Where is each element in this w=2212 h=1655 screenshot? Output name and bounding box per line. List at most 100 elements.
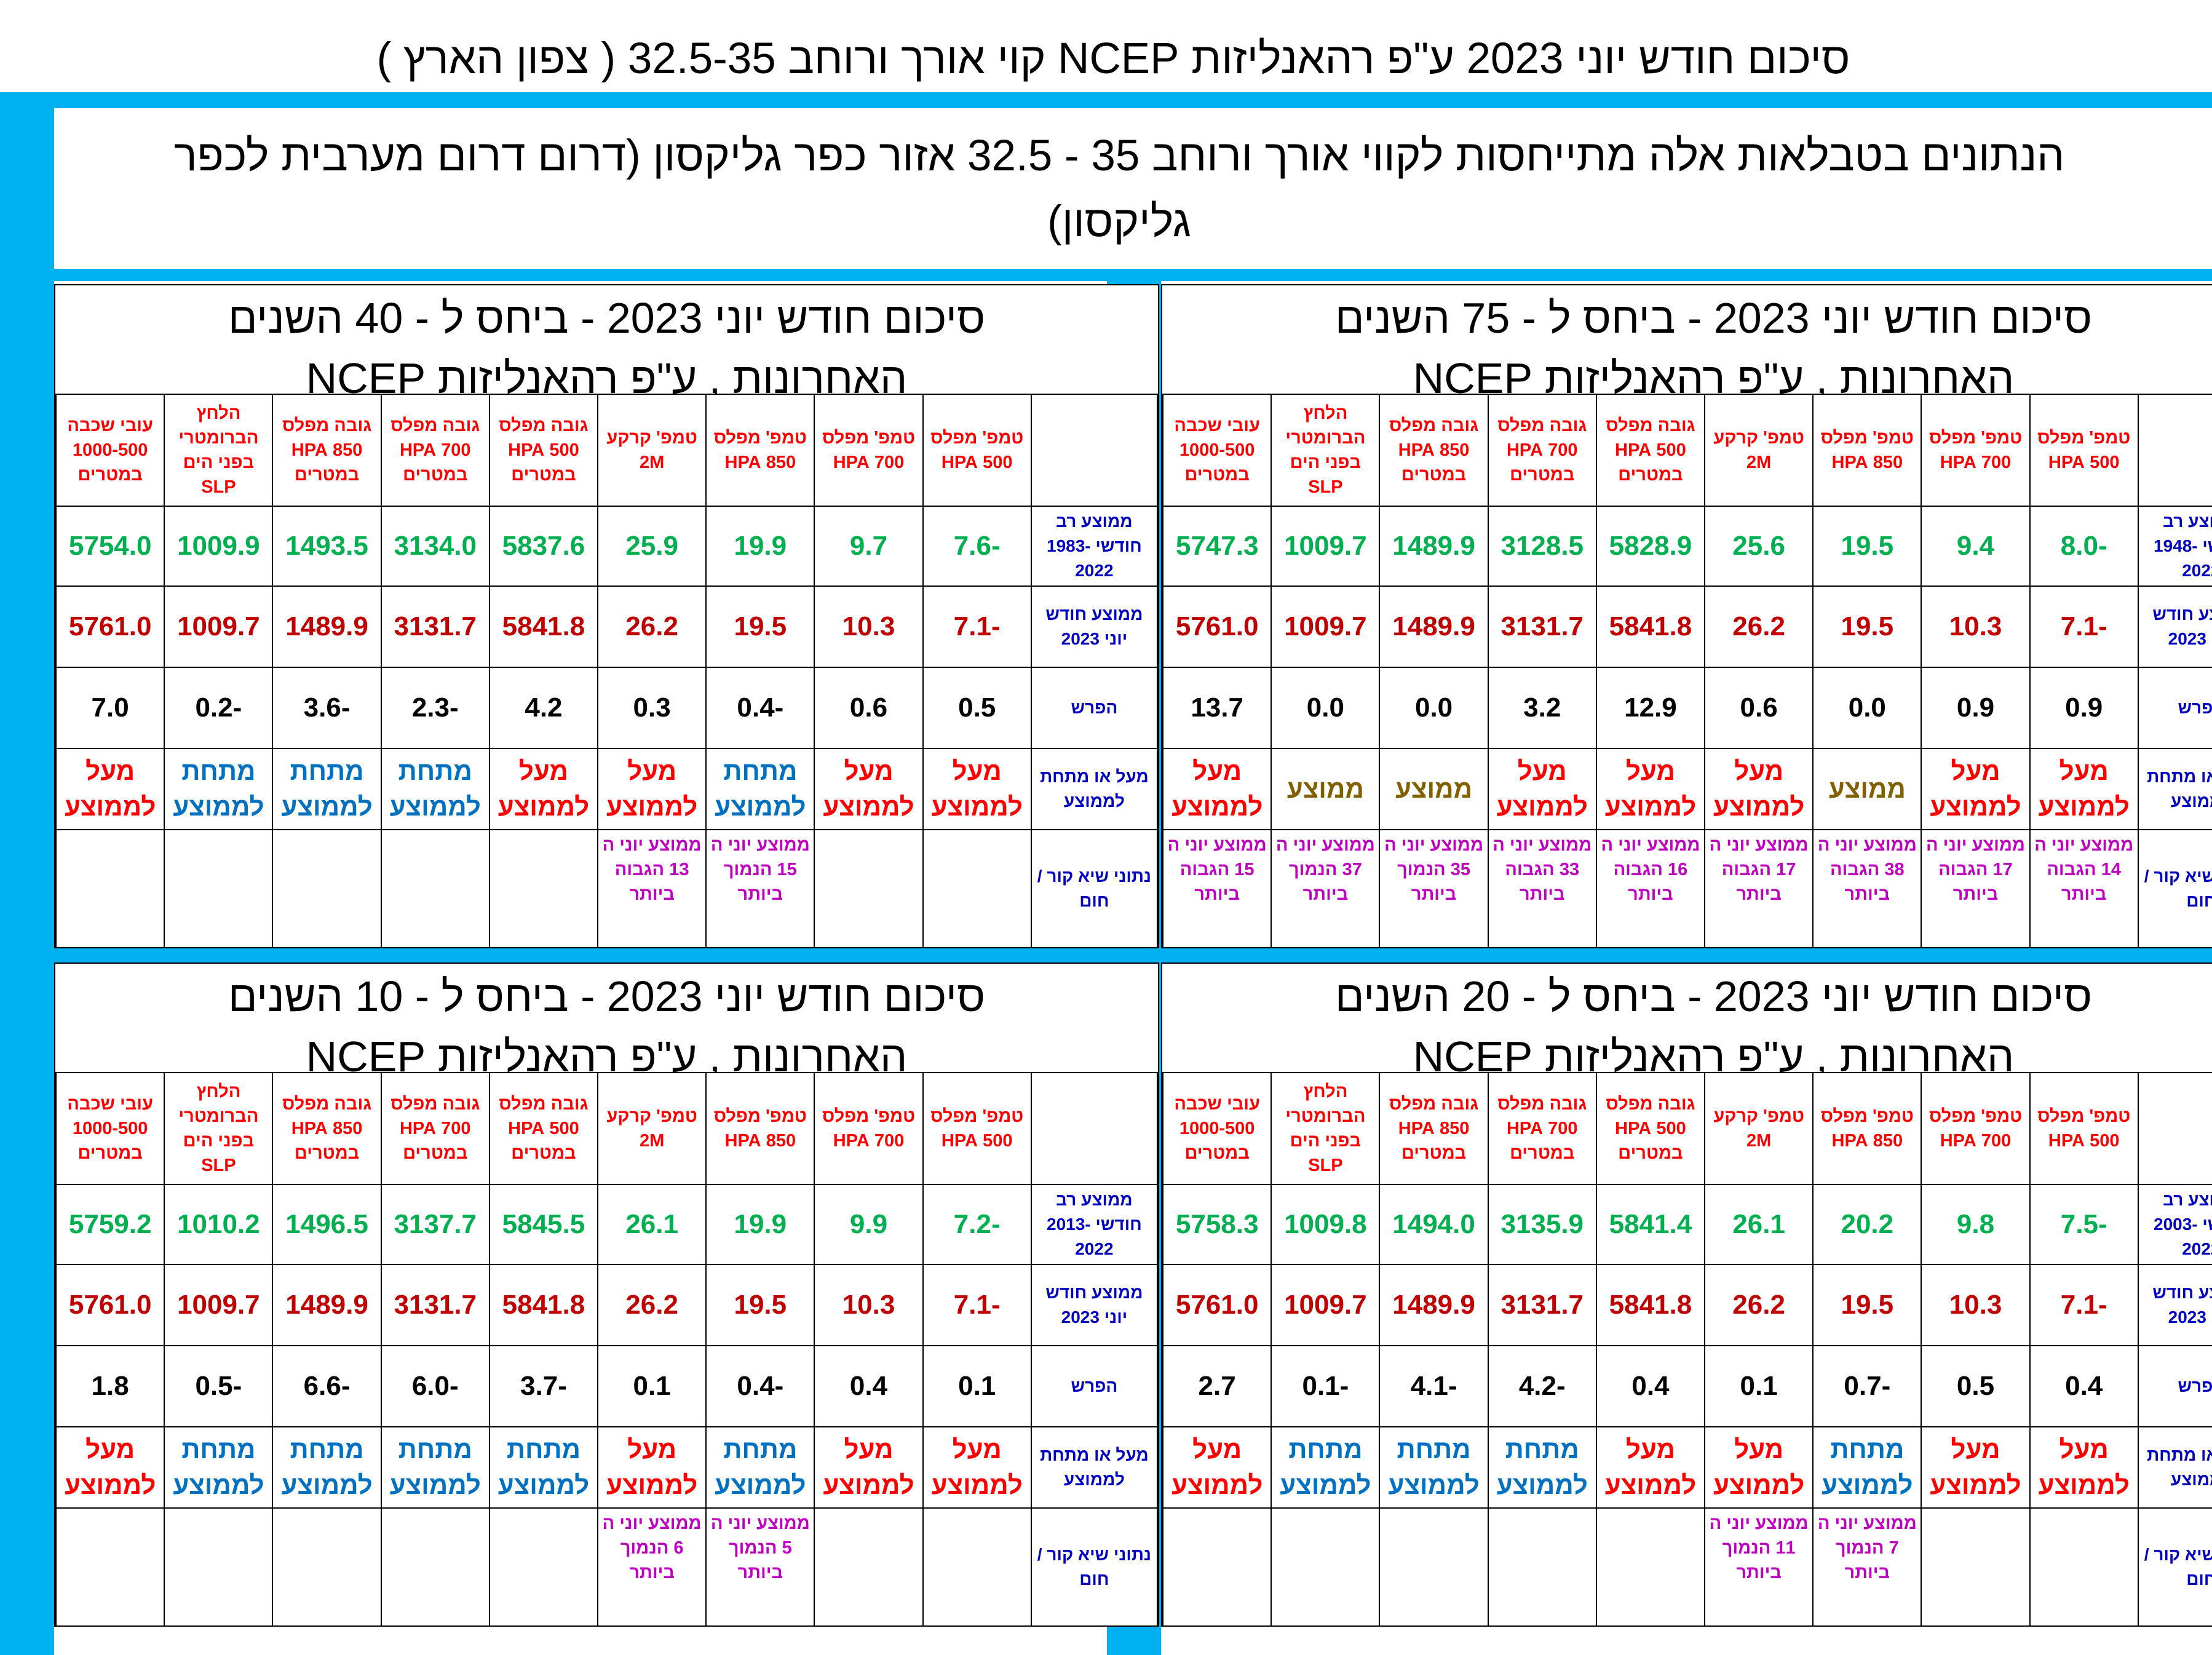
record-note <box>922 829 1032 948</box>
current-value: 26.2 <box>1704 1264 1814 1346</box>
diff-value: 0.0 <box>1812 667 1922 749</box>
panel-title: סיכום חודש יוני 2023 - ביחס ל - 75 השנים… <box>1162 285 2212 394</box>
current-value: 26.2 <box>597 1264 707 1346</box>
column-header: טמפ' קרקע 2M <box>597 1072 707 1185</box>
record-note: ממוצע יוני ה 15 הנמוך ביותר <box>705 829 815 948</box>
compare-status: מעל לממוצע <box>814 748 924 830</box>
column-header: גובה מפלס 700 HPA במטרים <box>1487 394 1597 507</box>
long-term-value: 1496.5 <box>272 1184 382 1265</box>
diff-value: 0.4 <box>814 1345 924 1427</box>
column-header: טמפ' קרקע 2M <box>597 394 707 507</box>
column-header: גובה מפלס 500 HPA במטרים <box>488 394 599 507</box>
record-note <box>1595 1507 1706 1627</box>
compare-status: ממוצע <box>1812 748 1922 830</box>
row-label-diff: הפרש <box>1030 667 1159 749</box>
compare-status: מעל לממוצע <box>2029 1426 2139 1509</box>
current-value: 1489.9 <box>272 1264 382 1346</box>
record-note: ממוצע יוני ה 33 הגבוה ביותר <box>1487 829 1597 948</box>
summary-table: טמפ' מפלס 500 HPA טמפ' מפלס 700 HPA טמפ' מ… <box>55 394 1159 948</box>
diff-value: 0.4 <box>2029 1345 2139 1427</box>
long-term-value: 9.9 <box>814 1184 924 1265</box>
diff-value: 0.9 <box>2029 667 2139 749</box>
record-note <box>1162 1507 1272 1627</box>
panel-10-years: סיכום חודש יוני 2023 - ביחס ל - 10 השנים… <box>54 962 1159 1627</box>
compare-status: מעל לממוצע <box>1162 748 1272 830</box>
column-header: הלחץ הברומטרי בפני הים SLP <box>164 394 274 507</box>
record-note <box>2029 1507 2139 1627</box>
corner-cell <box>1030 394 1159 507</box>
diff-value: -2.3 <box>380 667 490 749</box>
current-value: 10.3 <box>1921 1264 2031 1346</box>
current-value: 5761.0 <box>1162 585 1272 668</box>
current-value: 1489.9 <box>1379 1264 1489 1346</box>
current-value: 5841.8 <box>1595 585 1706 668</box>
diff-value: -4.2 <box>1487 1345 1597 1427</box>
long-term-value: 5845.5 <box>488 1184 599 1265</box>
compare-status: ממוצע <box>1271 748 1381 830</box>
column-header: טמפ' מפלס 700 HPA <box>814 1072 924 1185</box>
record-note <box>1379 1507 1489 1627</box>
long-term-value: 3137.7 <box>380 1184 490 1265</box>
note-box <box>57 111 2212 269</box>
record-note <box>1487 1507 1597 1627</box>
current-value: 1009.7 <box>164 585 274 668</box>
header-row: טמפ' מפלס 500 HPA טמפ' מפלס 700 HPA טמפ' מ… <box>1162 1072 2212 1185</box>
long-term-row: ממוצע רב חודשי 2013-2022 -7.2 9.9 19.9 26.1 5… <box>55 1184 1159 1265</box>
record-note: ממוצע יוני ה 37 הנמוך ביותר <box>1271 829 1381 948</box>
column-header: גובה מפלס 850 HPA במטרים <box>272 1072 382 1185</box>
column-header: טמפ' מפלס 850 HPA <box>705 1072 815 1185</box>
compare-status: מתחת לממוצע <box>164 1426 274 1509</box>
region-note-line-2: גליקסון) <box>1047 197 1191 246</box>
row-gap-blue-strip <box>54 947 2212 964</box>
diff-value: -0.4 <box>705 667 815 749</box>
compare-status: מעל לממוצע <box>488 748 599 830</box>
panel-title-line-2: האחרונות , ע"פ רהאנליזות NCEP <box>1413 1033 2015 1072</box>
current-value: 3131.7 <box>1487 585 1597 668</box>
diff-value: 3.2 <box>1487 667 1597 749</box>
panel-title-line-2: האחרונות , ע"פ רהאנליזות NCEP <box>306 354 908 394</box>
column-header: גובה מפלס 500 HPA במטרים <box>1595 394 1706 507</box>
header-row: טמפ' מפלס 500 HPA טמפ' מפלס 700 HPA טמפ' מ… <box>55 1072 1159 1185</box>
long-term-value: 1489.9 <box>1379 506 1489 587</box>
long-term-value: 19.5 <box>1812 506 1922 587</box>
column-header: הלחץ הברומטרי בפני הים SLP <box>1271 394 1381 507</box>
diff-value: -0.4 <box>705 1345 815 1427</box>
panel-title-line-2: האחרונות , ע"פ רהאנליזות NCEP <box>306 1033 908 1072</box>
record-note: ממוצע יוני ה 35 הנמוך ביותר <box>1379 829 1489 948</box>
record-note: ממוצע יוני ה 6 הנמוך ביותר <box>597 1507 707 1627</box>
record-note: ממוצע יוני ה 17 הגבוה ביותר <box>1704 829 1814 948</box>
row-label-diff: הפרש <box>2137 667 2212 749</box>
long-term-value: 3134.0 <box>380 506 490 587</box>
row-label-records: נתוני שיא קור / חום <box>1030 829 1159 948</box>
summary-table: טמפ' מפלס 500 HPA טמפ' מפלס 700 HPA טמפ' מ… <box>1162 1072 2212 1627</box>
diff-row: הפרש 0.1 0.4 -0.4 0.1 -3.7 -6.0 -6.6 -0.5 1.8 <box>55 1345 1159 1427</box>
long-term-value: 20.2 <box>1812 1184 1922 1265</box>
compare-status: מתחת לממוצע <box>1812 1426 1922 1509</box>
column-header: טמפ' מפלס 500 HPA <box>922 1072 1032 1185</box>
long-term-value: 9.7 <box>814 506 924 587</box>
column-header: גובה מפלס 850 HPA במטרים <box>272 394 382 507</box>
record-note: ממוצע יוני ה 13 הגבוה ביותר <box>597 829 707 948</box>
long-term-value: -7.6 <box>922 506 1032 587</box>
panel-title-line-2: האחרונות , ע"פ רהאנליזות NCEP <box>1413 354 2015 394</box>
long-term-value: 5758.3 <box>1162 1184 1272 1265</box>
current-row: ממוצע חודש יוני 2023-7.110.319.526.25841… <box>1162 585 2212 668</box>
long-term-value: 3128.5 <box>1487 506 1597 587</box>
long-term-value: 5828.9 <box>1595 506 1706 587</box>
long-term-value: 1009.7 <box>1271 506 1381 587</box>
column-header: טמפ' מפלס 700 HPA <box>1921 394 2031 507</box>
long-term-value: 1493.5 <box>272 506 382 587</box>
current-value: 10.3 <box>814 585 924 668</box>
current-value: 10.3 <box>1921 585 2031 668</box>
record-note: ממוצע יוני ה 11 הנמוך ביותר <box>1704 1507 1814 1627</box>
title-bar <box>0 0 2212 92</box>
diff-value: 0.1 <box>1704 1345 1814 1427</box>
record-note: ממוצע יוני ה 7 הנמוך ביותר <box>1812 1507 1922 1627</box>
diff-value: 0.5 <box>1921 1345 2031 1427</box>
column-header: גובה מפלס 700 HPA במטרים <box>380 1072 490 1185</box>
panel-title-line-1: סיכום חודש יוני 2023 - ביחס ל - 10 השנים <box>228 972 985 1020</box>
long-term-value: 9.4 <box>1921 506 2031 587</box>
left-blue-strip <box>0 0 54 1655</box>
column-header: גובה מפלס 500 HPA במטרים <box>488 1072 599 1185</box>
